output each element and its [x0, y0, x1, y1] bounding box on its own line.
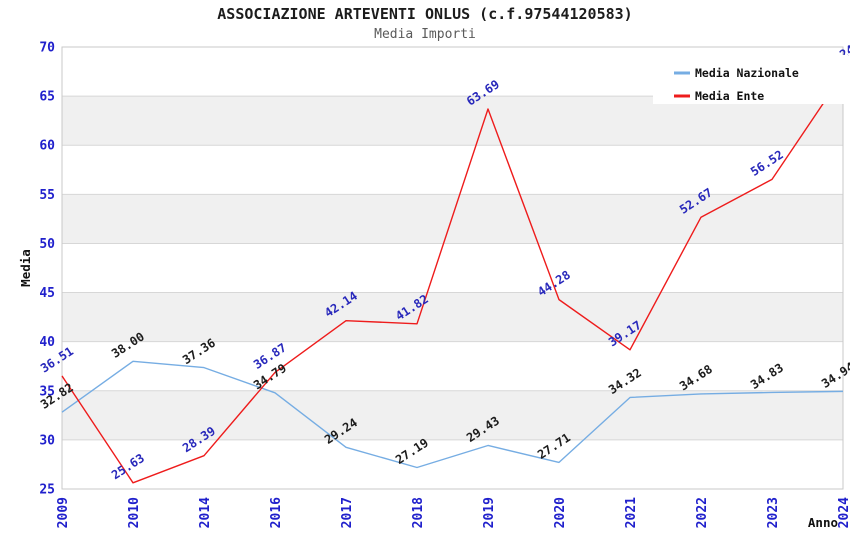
- y-tick-label: 60: [39, 139, 55, 154]
- x-tick-label: 2020: [553, 497, 568, 528]
- plot-border: [61, 46, 844, 490]
- x-tick-label: 2022: [695, 497, 710, 528]
- y-tick-label: 40: [39, 335, 55, 350]
- legend-item-media-nazionale: Media Nazionale: [674, 66, 799, 80]
- series-line-media-nazionale: [61, 360, 844, 469]
- chart-subtitle: Media Importi: [374, 27, 476, 42]
- x-tick-label: 2017: [340, 497, 355, 528]
- y-axis-title: Media: [18, 249, 33, 287]
- band: [62, 292, 843, 342]
- y-tick-label: 70: [39, 41, 55, 56]
- x-tick-label: 2019: [482, 497, 497, 528]
- x-tick-label: 2009: [56, 497, 71, 528]
- y-tick-label: 50: [39, 237, 55, 252]
- y-tick-label: 55: [39, 188, 55, 203]
- legend-label-media-ente: Media Ente: [695, 89, 764, 103]
- y-tick-label: 45: [39, 286, 55, 301]
- band: [62, 96, 843, 146]
- y-tick-label: 25: [39, 483, 55, 498]
- x-tick-label: 2023: [766, 497, 781, 528]
- legend: Media Nazionale Media Ente: [653, 55, 848, 104]
- legend-label-media-nazionale: Media Nazionale: [695, 66, 799, 80]
- legend-item-media-ente: Media Ente: [674, 89, 764, 103]
- y-tick-label: 65: [39, 90, 55, 105]
- band: [62, 194, 843, 244]
- x-tick-label: 2014: [198, 497, 213, 528]
- y-tick-label: 30: [39, 433, 55, 448]
- x-tick-label: 2024: [837, 497, 850, 528]
- x-tick-label: 2010: [127, 497, 142, 528]
- x-axis-title: Anno: [808, 515, 838, 530]
- x-tick-label: 2018: [411, 497, 426, 528]
- x-tick-label: 2016: [269, 497, 284, 528]
- y-tick-label: 35: [39, 384, 55, 399]
- x-tick-label: 2021: [624, 497, 639, 528]
- series-line-media-ente: [61, 73, 844, 484]
- band: [62, 390, 843, 440]
- plot-area: 25 30 35 40 45 50 55 60 65 70 2009 2010 2014 2016 2017…: [38, 41, 850, 529]
- chart-title: ASSOCIAZIONE ARTEVENTI ONLUS (c.f.975441…: [217, 5, 632, 23]
